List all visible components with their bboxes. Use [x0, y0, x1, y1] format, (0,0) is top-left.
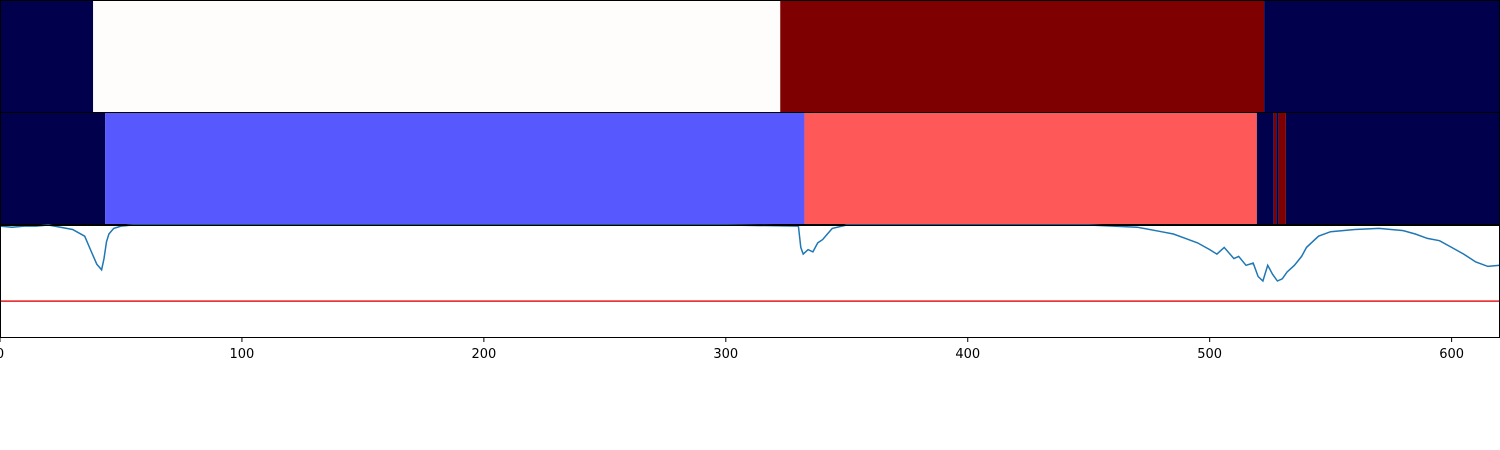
- top-band-segment-0: [0, 0, 94, 113]
- middle-band-segment-1: [105, 113, 805, 225]
- middle-band-segment-4: [1273, 113, 1277, 225]
- middle-band-segment-7: [1285, 113, 1500, 225]
- x-axis: 0 100 200 300 400 500 600: [0, 337, 1464, 362]
- middle-heatmap-band: [0, 113, 1500, 225]
- top-band-segment-2: [780, 0, 1265, 113]
- x-tick-label-0: 0: [0, 347, 4, 362]
- x-tick-label-100: 100: [230, 347, 255, 362]
- series-line: [0, 224, 1500, 283]
- top-heatmap-band: [0, 0, 1500, 113]
- top-band-segment-1: [93, 0, 781, 113]
- x-tick-label-400: 400: [955, 347, 980, 362]
- top-band-segment-3: [1264, 0, 1500, 113]
- x-tick-label-300: 300: [713, 347, 738, 362]
- line-panel-background: [0, 225, 1500, 337]
- middle-band-segment-6: [1278, 113, 1286, 225]
- middle-band-segment-3: [1256, 113, 1274, 225]
- middle-band-segment-0: [0, 113, 106, 225]
- x-tick-label-500: 500: [1197, 347, 1222, 362]
- middle-band-segment-2: [804, 113, 1257, 225]
- line-panel: [0, 224, 1500, 338]
- x-tick-label-600: 600: [1439, 347, 1464, 362]
- x-tick-label-200: 200: [471, 347, 496, 362]
- middle-band-segment-5: [1276, 113, 1279, 225]
